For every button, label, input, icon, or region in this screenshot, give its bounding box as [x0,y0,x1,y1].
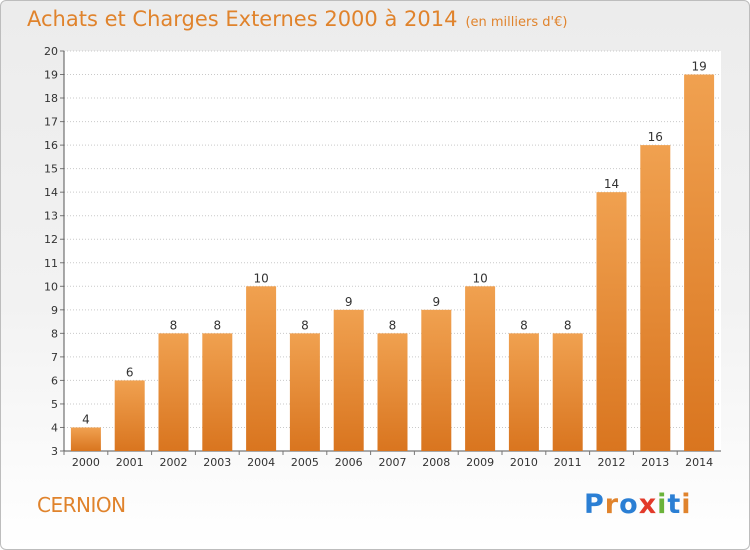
y-tick-label: 17 [44,116,58,129]
bar-2014 [684,74,715,451]
x-tick-label: 2001 [116,456,144,469]
logo-letter: i [657,489,668,520]
y-tick-label: 15 [44,163,58,176]
logo-letter: t [667,489,682,520]
bar-2011 [552,333,583,451]
x-tick-label: 2006 [335,456,363,469]
y-tick-label: 6 [51,374,58,387]
chart-title-text: Achats et Charges Externes 2000 à 2014 [27,7,458,31]
y-tick-label: 11 [44,257,58,270]
data-label-2011: 8 [564,318,572,332]
bar-2009 [465,286,496,451]
logo-letter: r [604,489,620,520]
bar-2010 [508,333,539,451]
data-label-2001: 6 [126,365,134,379]
y-tick-label: 14 [44,186,58,199]
y-tick-label: 10 [44,280,58,293]
x-tick-label: 2012 [598,456,626,469]
data-label-2013: 16 [648,130,663,144]
data-label-2014: 19 [691,60,706,74]
x-tick-label: 2000 [72,456,100,469]
x-tick-label: 2009 [466,456,494,469]
data-label-2008: 9 [432,295,440,309]
proxiti-logo[interactable]: Proxiti [584,489,692,520]
x-tick-label: 2014 [685,456,713,469]
y-tick-label: 7 [51,351,58,364]
x-tick-label: 2007 [379,456,407,469]
x-tick-label: 2013 [641,456,669,469]
bar-2007 [377,333,408,451]
data-label-2007: 8 [389,318,397,332]
y-tick-label: 18 [44,92,58,105]
bar-2013 [640,145,671,451]
data-label-2006: 9 [345,295,353,309]
x-tick-label: 2004 [247,456,275,469]
bar-2000 [70,427,101,451]
bar-2006 [333,309,364,451]
y-tick-label: 16 [44,139,58,152]
logo-letter: x [638,489,658,520]
chart-subtitle: (en milliers d'€) [465,15,568,30]
bar-2001 [114,380,145,451]
commune-name: CERNION [37,493,126,517]
logo-letter: o [619,489,639,520]
x-tick-label: 2008 [422,456,450,469]
y-tick-label: 12 [44,233,58,246]
y-tick-label: 5 [51,398,58,411]
bar-2005 [289,333,320,451]
logo-letter: i [681,489,692,520]
x-tick-label: 2003 [203,456,231,469]
y-tick-label: 4 [51,421,58,434]
logo-letter: P [584,489,605,520]
data-label-2002: 8 [170,318,178,332]
data-label-2003: 8 [213,318,221,332]
y-tick-label: 9 [51,304,58,317]
data-label-2005: 8 [301,318,309,332]
data-label-2009: 10 [472,271,487,285]
y-tick-label: 19 [44,69,58,82]
bar-2008 [421,309,452,451]
bar-2004 [246,286,277,451]
x-tick-label: 2011 [554,456,582,469]
x-tick-label: 2002 [160,456,188,469]
data-label-2010: 8 [520,318,528,332]
chart-title: Achats et Charges Externes 2000 à 2014 (e… [27,7,567,31]
data-label-2012: 14 [604,177,619,191]
bar-2002 [158,333,189,451]
x-tick-label: 2005 [291,456,319,469]
bar-2012 [596,192,627,452]
x-tick-label: 2010 [510,456,538,469]
data-label-2004: 10 [253,271,268,285]
y-tick-label: 20 [44,45,58,58]
data-label-2000: 4 [82,412,90,426]
bar-2003 [202,333,233,451]
y-tick-label: 8 [51,327,58,340]
y-tick-label: 3 [51,445,58,458]
y-tick-label: 13 [44,210,58,223]
